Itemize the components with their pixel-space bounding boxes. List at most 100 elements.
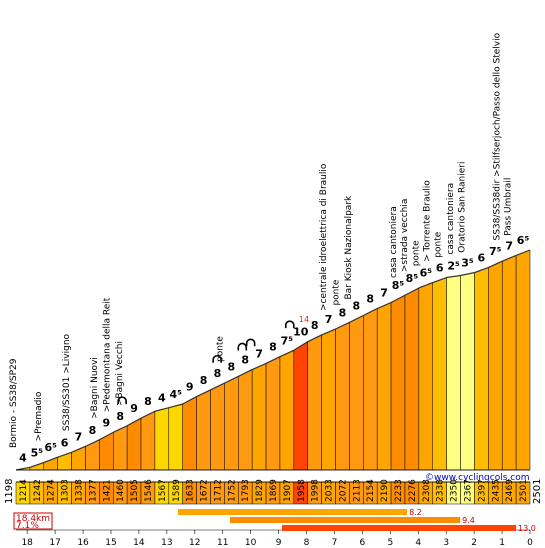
km-tick-label: 11 (217, 538, 228, 548)
gradient-bar (321, 328, 336, 471)
gradient-bar (335, 322, 350, 471)
km-axis: 18 17 16 15 14 13 12 11 10 9 8 7 6 5 4 3 2 1 0 (16, 529, 533, 548)
gradient-bar (474, 267, 489, 471)
elevation-label: 1672 (200, 479, 210, 502)
profile-line (140, 410, 156, 419)
legend-bar (282, 525, 517, 531)
profile-line (460, 272, 475, 277)
landmark-label: Pass Umbrail (503, 178, 513, 236)
legend-value: 8.2 (409, 508, 422, 517)
profile-line (57, 451, 72, 458)
elevation-label: 1338 (75, 479, 85, 502)
summary-box (13, 512, 53, 530)
elevation-label: 1214 (19, 479, 29, 502)
elevation-label: 1460 (116, 479, 126, 502)
elevation-label: 1793 (241, 479, 251, 502)
landmark-label: >Premadio (34, 391, 44, 441)
elevation-label: 2154 (366, 479, 376, 502)
end-elevation-label: 2501 (532, 479, 543, 504)
gradient-label: 6⁵ (420, 267, 433, 280)
gradient-bars (15, 249, 531, 471)
tunnel-icon (237, 342, 248, 351)
elevation-label: 2435 (491, 479, 501, 502)
profile-line (238, 369, 253, 377)
profile-line (196, 389, 211, 398)
landmark-label: > Torrente Braulio (422, 180, 432, 262)
profile-line (279, 349, 295, 358)
landmark-labels: Bormio - SS38/SP29 >Premadio SS38/SS301 >L… (9, 32, 513, 448)
gradient-label: 4 (19, 451, 27, 464)
elevation-label: 2072 (338, 479, 348, 502)
tunnel-icon (245, 338, 256, 347)
km-tick-label: 1 (499, 538, 505, 548)
profile-line (335, 321, 350, 330)
km-tick-label: 9 (276, 538, 282, 548)
gradient-label: 5⁵ (31, 447, 44, 460)
elevation-label: 1505 (130, 479, 140, 502)
km-tick-label: 13 (161, 538, 172, 548)
km-tick-label: 8 (304, 538, 310, 548)
elevation-label: 1421 (102, 479, 112, 502)
gradient-legend: 8.2 9.4 13.0 (178, 508, 536, 533)
km-tick-label: 16 (77, 538, 89, 548)
profile-line (515, 249, 531, 256)
gradient-bar (446, 275, 461, 471)
km-tick-label: 2 (471, 538, 477, 548)
landmark-label: SS38/SS301 >Livigno (62, 333, 72, 431)
gradient-bar (126, 417, 142, 471)
elevation-label: 2113 (352, 479, 362, 502)
profile-line (307, 334, 322, 343)
profile-line (210, 382, 225, 391)
gradient-bar (376, 302, 392, 471)
elevation-label: 2501 (519, 479, 529, 502)
profile-line (488, 260, 503, 269)
gradient-label: 8 (353, 300, 361, 313)
landmark-label: ponte (216, 336, 226, 362)
peak-marker: 14 (299, 315, 309, 324)
tunnel-icon (284, 320, 295, 329)
gradient-bar (140, 410, 156, 471)
elevation-label: 1869 (269, 479, 279, 502)
elevation-label: 1829 (255, 479, 265, 502)
profile-line (474, 266, 489, 274)
gradient-label: 6⁵ (44, 441, 57, 454)
landmark-label: >strada vecchia (400, 199, 410, 273)
gradient-bar (196, 389, 211, 471)
gradient-label: 7 (325, 313, 333, 326)
gradient-label: 8 (214, 367, 222, 380)
profile-line (168, 403, 183, 409)
gradient-bar (390, 294, 406, 471)
elevation-label: 2338 (436, 479, 446, 502)
gradient-bar (515, 249, 531, 471)
elevation-label: 1752 (227, 479, 237, 502)
profile-line (501, 254, 517, 262)
km-tick-label: 5 (387, 538, 393, 548)
profile-line (182, 396, 197, 405)
gradient-label: 7⁵ (281, 334, 294, 347)
landmark-label: >Bagni Vecchi (115, 341, 125, 406)
elevation-label: 1567 (158, 479, 168, 502)
profile-line (293, 341, 309, 351)
elevation-label: 2033 (325, 479, 335, 502)
gradient-bar (418, 282, 434, 471)
profile-line (15, 466, 31, 471)
tunnel-icon (117, 396, 127, 405)
profile-line (321, 328, 336, 336)
gradient-label: 7 (505, 239, 513, 252)
summary-gradient: 7.1% (16, 521, 39, 531)
tunnel-icons (117, 320, 295, 405)
gradient-bar (168, 403, 183, 471)
elevation-label: 2233 (394, 479, 404, 502)
gradient-bar (279, 349, 295, 471)
profile-line (446, 274, 461, 279)
gradient-bar (238, 369, 253, 471)
gradient-label: 7 (75, 430, 83, 443)
gradient-label: 8 (339, 306, 347, 319)
landmark-label: Bar Kiosk Nazionalpark (344, 195, 354, 300)
elevation-label: 2397 (477, 479, 487, 502)
landmark-label: SS38/SS38dir >Stilfserjoch/Passo dello S… (492, 32, 502, 240)
landmark-label: >Bagni Nuovi (90, 357, 100, 419)
elevation-label: 1633 (186, 479, 196, 502)
landmark-label: >Pedemontana della Reit (103, 297, 113, 412)
gradient-bar (265, 356, 281, 471)
